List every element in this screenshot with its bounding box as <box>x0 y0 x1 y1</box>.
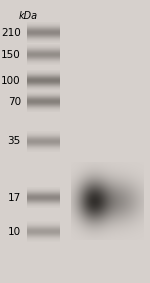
Text: 150: 150 <box>1 50 21 60</box>
Text: kDa: kDa <box>19 11 38 21</box>
Text: 100: 100 <box>1 76 21 86</box>
Text: 70: 70 <box>8 97 21 107</box>
Text: 210: 210 <box>1 27 21 38</box>
Text: 35: 35 <box>8 136 21 147</box>
Text: 17: 17 <box>8 193 21 203</box>
Text: 10: 10 <box>8 227 21 237</box>
